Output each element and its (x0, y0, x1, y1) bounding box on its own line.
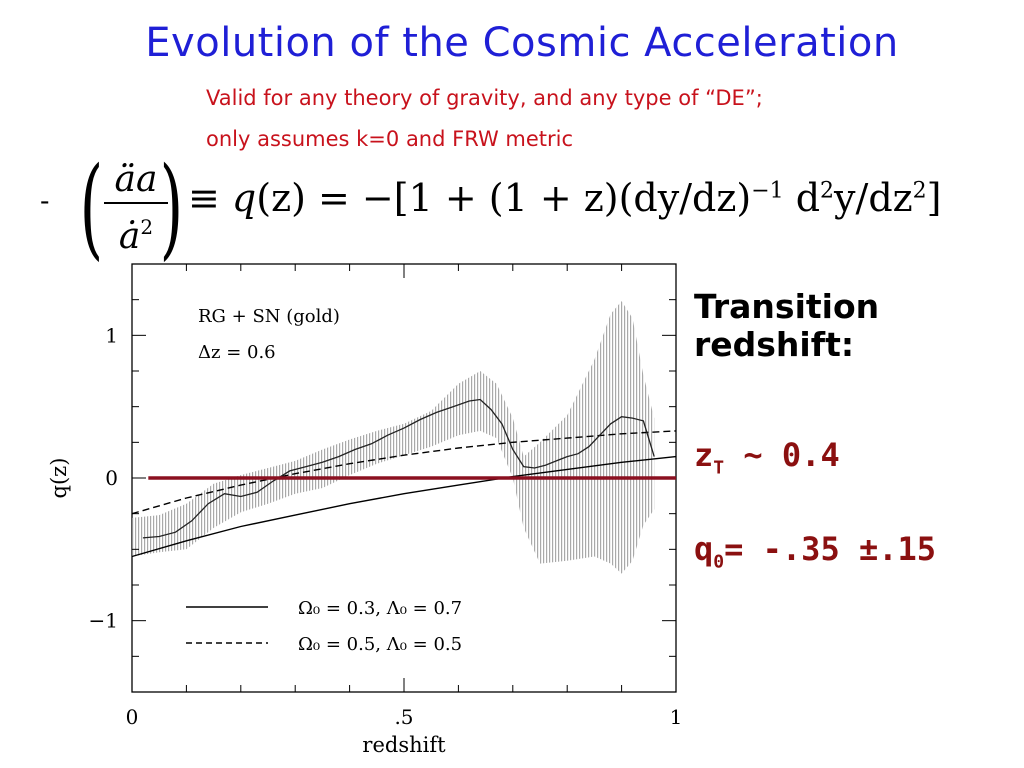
subtitle-line-1: Valid for any theory of gravity, and any… (206, 86, 763, 110)
rhs-power-2: 2 (820, 178, 835, 204)
transition-label: Transition redshift: (694, 288, 879, 364)
q0-value: q0= -.35 ±.15 (694, 530, 936, 572)
zt-base: z (694, 436, 714, 474)
transition-line-1: Transition (694, 287, 880, 326)
zt-value: ~ 0.4 (724, 436, 840, 474)
rhs-power-3: 2 (912, 178, 927, 204)
transition-redshift-value: zT ~ 0.4 (694, 436, 840, 478)
data-fit-curve (142, 398, 655, 539)
y-tick-label: 1 (105, 323, 118, 347)
q-arg: (z) (256, 176, 306, 220)
legend-label-dashed: Ω₀ = 0.5, Λ₀ = 0.5 (298, 634, 462, 655)
equation-rhs: ≡ q(z) = −[1 + (1 + z)(dy/dz)−1 d2y/dz2] (188, 176, 942, 220)
transition-line-2: redshift: (694, 325, 855, 364)
equation-right-paren: ) (159, 143, 184, 271)
y-tick-label: 0 (105, 466, 118, 490)
rhs-end: ] (926, 176, 942, 220)
rhs-mid: y/dz (834, 176, 913, 220)
denominator-power: 2 (140, 215, 154, 239)
equation-left-paren: ( (79, 143, 104, 271)
y-axis-label: q(z) (47, 458, 71, 499)
annotation-dataset: RG + SN (gold) (198, 306, 340, 327)
zt-sub: T (713, 457, 725, 479)
q0-text: = -.35 ±.15 (724, 530, 937, 568)
annotation-delta-z: Δz = 0.6 (198, 342, 276, 363)
equation-minus: - (40, 184, 50, 217)
x-axis-label: redshift (362, 733, 446, 757)
equiv-sign: ≡ (188, 176, 232, 220)
error-band (132, 301, 655, 574)
x-tick-label: 0 (126, 705, 139, 729)
legend-label-solid: Ω₀ = 0.3, Λ₀ = 0.7 (298, 598, 462, 619)
fraction-bar (104, 202, 168, 204)
subtitle-line-2: only assumes k=0 and FRW metric (206, 127, 574, 151)
equation-numerator: äa (114, 159, 158, 200)
slide-title: Evolution of the Cosmic Acceleration (145, 20, 899, 66)
denominator-base: ȧ (118, 216, 141, 257)
q0-sub: 0 (713, 551, 725, 573)
rhs-power-1: −1 (751, 178, 784, 204)
model-curve-solid (131, 455, 677, 558)
rhs-body: = −[1 + (1 + z)(dy/dz) (305, 176, 752, 220)
rhs-d: d (783, 176, 821, 220)
x-tick-label: .5 (394, 705, 413, 729)
model-curve-dashed (131, 430, 677, 515)
equation-fraction: äa ȧ2 (104, 160, 168, 258)
y-tick-label: −1 (89, 609, 118, 633)
q0-base: q (694, 530, 714, 568)
x-tick-label: 1 (670, 705, 683, 729)
q-symbol: q (231, 176, 257, 220)
equation-denominator: ȧ2 (104, 206, 168, 258)
